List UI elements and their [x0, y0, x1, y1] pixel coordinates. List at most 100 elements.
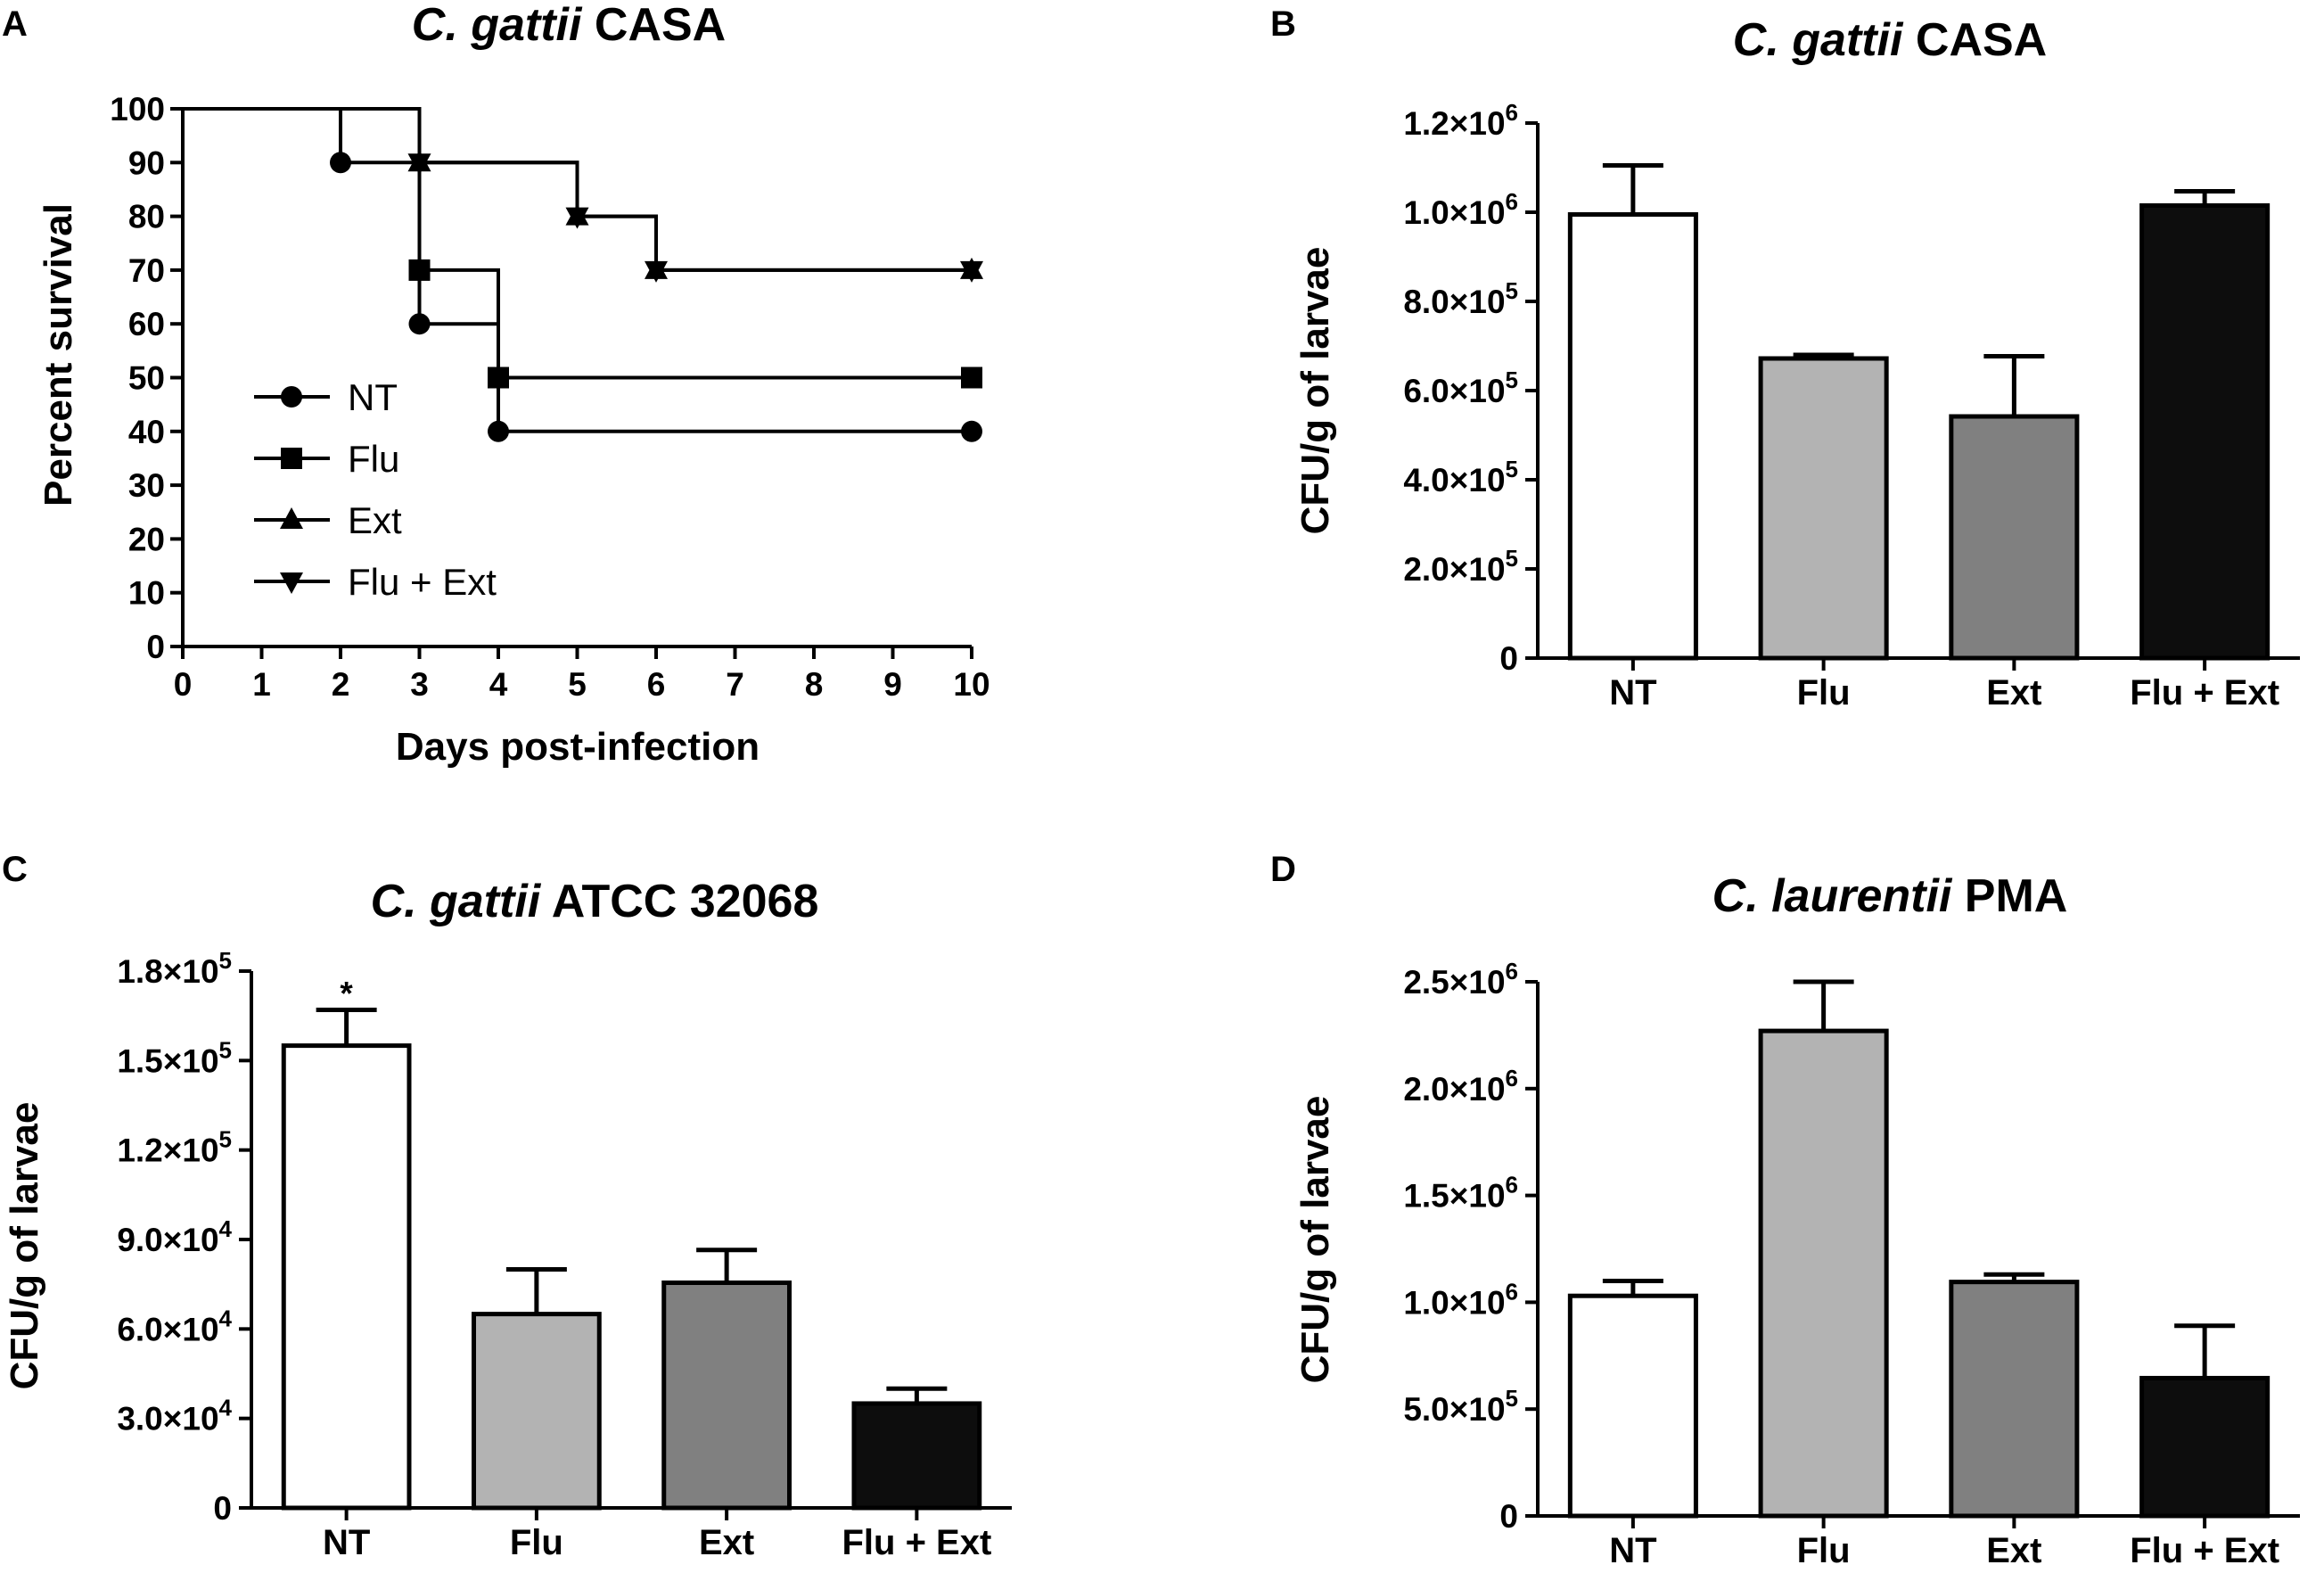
panel-d-bar-nt — [1567, 1293, 1698, 1519]
panel-d-ytick-label-1500000: 1.5×106 — [1403, 1172, 1518, 1215]
panel-a-xtick-label-7: 7 — [726, 666, 744, 703]
panel-b-bar-nt — [1567, 212, 1698, 661]
panel-b-category-label-ext: Ext — [1986, 673, 2041, 712]
panel-d-bar-flu-ext — [2139, 1375, 2271, 1519]
legend-marker-ext — [280, 507, 303, 529]
panel-c-plot: 0 3.0×104 6.0×104 9.0×104 1.2×105 1.5×105 1.8×… — [117, 947, 1012, 1562]
panel-d-ytick-label-2000000: 2.0×106 — [1403, 1065, 1518, 1108]
panel-b-ytick-label-1000000: 1.0×106 — [1403, 188, 1518, 231]
panel-c-ytick-label-120000: 1.2×105 — [117, 1126, 232, 1169]
panel-a-marker-flu — [408, 259, 431, 281]
panel-label-b: B — [1270, 4, 1296, 44]
panel-a-marker-nt — [961, 420, 982, 442]
panel-a-ytick-label-60: 60 — [128, 306, 165, 342]
panel-b-ytick-label-400000: 4.0×105 — [1403, 456, 1518, 498]
panel-b-ytick-label-600000: 6.0×105 — [1403, 366, 1518, 409]
panel-label-a: A — [2, 4, 28, 44]
panel-b-category-label-flu-ext: Flu + Ext — [2130, 673, 2279, 712]
panel-c-bar-ext — [661, 1280, 792, 1511]
panel-a-marker-flu-ext — [565, 207, 589, 229]
panel-a-ytick-label-20: 20 — [128, 521, 165, 557]
panel-a-xtick-label-1: 1 — [252, 666, 271, 703]
panel-a-marker-flu — [961, 366, 982, 389]
panel-b-category-label-flu: Flu — [1797, 673, 1851, 712]
panel-c-bar-flu-ext — [851, 1401, 982, 1511]
panel-a-xtick-label-2: 2 — [332, 666, 350, 703]
legend-label-flu-ext: Flu + Ext — [348, 561, 497, 603]
legend-marker-flu — [281, 448, 302, 469]
panel-c-ytick-label-30000: 3.0×104 — [117, 1395, 232, 1437]
panel-d-bar-chart: D C. laurentii PMA CFU/g of larvae 0 5.0×… — [1270, 850, 2300, 1570]
panel-d-ylabel: CFU/g of larvae — [1293, 1096, 1337, 1384]
legend-label-nt: NT — [348, 376, 398, 418]
panel-a-series — [183, 107, 983, 442]
panel-a-title: C. gattii CASA — [412, 0, 726, 51]
panel-a-marker-nt — [408, 313, 431, 335]
panel-d-title: C. laurentii PMA — [1712, 870, 2068, 922]
panel-a-xlabel: Days post-infection — [396, 725, 760, 769]
panel-a-marker-flu-ext — [407, 153, 431, 176]
panel-a-xtick-label-9: 9 — [883, 666, 902, 703]
panel-d-ytick-label-500000: 5.0×105 — [1403, 1385, 1518, 1428]
panel-c-annotation-nt: * — [340, 975, 353, 1011]
panel-a-xtick-label-6: 6 — [647, 666, 666, 703]
panel-a-ytick-label-40: 40 — [128, 414, 165, 450]
panel-b-bar-ext — [1949, 414, 2080, 661]
panel-a-ylabel: Percent survival — [37, 203, 80, 506]
panel-a-ytick-label-80: 80 — [128, 199, 165, 235]
panel-label-c: C — [2, 850, 28, 889]
panel-d-category-label-flu: Flu — [1797, 1531, 1851, 1570]
panel-a-marker-flu-ext — [645, 260, 668, 283]
panel-a-ytick-label-10: 10 — [128, 575, 165, 612]
panel-b-bar-flu — [1758, 356, 1889, 661]
panel-a-xtick-label-5: 5 — [568, 666, 587, 703]
panel-b-ytick-label-1200000: 1.2×106 — [1403, 99, 1518, 142]
panel-c-ytick-label-180000: 1.8×105 — [117, 947, 232, 990]
panel-a-survival-chart: A C. gattii CASA Days post-infection Per… — [2, 0, 990, 769]
panel-b-ytick-label-200000: 2.0×105 — [1403, 545, 1518, 588]
panel-a-ytick-label-50: 50 — [128, 360, 165, 397]
panel-c-category-label-flu-ext: Flu + Ext — [842, 1523, 991, 1562]
panel-c-ytick-label-150000: 1.5×105 — [117, 1036, 232, 1079]
panel-b-bar-chart: B C. gattii CASA CFU/g of larvae 0 2.0×10… — [1270, 4, 2300, 712]
legend-marker-flu-ext — [280, 572, 303, 594]
panel-a-xtick-label-0: 0 — [174, 666, 193, 703]
panel-d-bar-ext — [1949, 1280, 2080, 1519]
panel-a-axes: 0 10 20 30 40 50 60 70 80 90 100 0 1 2 3 4 5 6 7 8 9 10 — [110, 91, 990, 703]
panel-c-ytick-label-90000: 9.0×104 — [117, 1215, 232, 1258]
panel-d-ytick-label-2500000: 2.5×106 — [1403, 958, 1518, 1001]
panel-c-title: C. gattii ATCC 32068 — [371, 876, 819, 927]
panel-a-marker-nt — [330, 152, 351, 174]
legend-label-ext: Ext — [348, 499, 402, 541]
panel-d-ytick-label-0: 0 — [1499, 1498, 1518, 1535]
panel-a-ytick-label-90: 90 — [128, 144, 165, 181]
panel-c-ytick-label-0: 0 — [213, 1490, 232, 1527]
panel-b-ytick-label-800000: 8.0×105 — [1403, 277, 1518, 320]
panel-a-line-flu-ext — [183, 107, 972, 272]
panel-c-bar-chart: C C. gattii ATCC 32068 CFU/g of larvae 0… — [2, 850, 1012, 1562]
panel-c-category-label-nt: NT — [323, 1523, 370, 1562]
panel-c-category-label-ext: Ext — [699, 1523, 754, 1562]
panel-a-xtick-label-3: 3 — [410, 666, 429, 703]
panel-a-ytick-label-0: 0 — [146, 629, 165, 665]
panel-a-xtick-label-4: 4 — [489, 666, 508, 703]
panel-a-legend: NT Flu Ext Flu + Ext — [254, 376, 497, 603]
panel-c-ylabel: CFU/g of larvae — [3, 1102, 46, 1390]
legend-label-flu: Flu — [348, 438, 399, 480]
panel-d-plot: 0 5.0×105 1.0×106 1.5×106 2.0×106 2.5×106 NT Fl… — [1403, 958, 2300, 1570]
panel-b-title: C. gattii CASA — [1733, 14, 2047, 66]
panel-a-ytick-label-100: 100 — [110, 91, 165, 128]
panel-d-category-label-flu-ext: Flu + Ext — [2130, 1531, 2279, 1570]
panel-d-bar-flu — [1758, 1028, 1889, 1519]
panel-b-ytick-label-0: 0 — [1499, 640, 1518, 677]
panel-c-bar-flu — [472, 1312, 602, 1511]
panel-d-category-label-nt: NT — [1609, 1531, 1656, 1570]
panel-c-bar-nt — [281, 1043, 412, 1511]
panel-c-category-label-flu: Flu — [510, 1523, 563, 1562]
panel-a-marker-flu-ext — [960, 260, 983, 283]
panel-b-category-label-nt: NT — [1609, 673, 1656, 712]
panel-b-bar-flu-ext — [2139, 203, 2271, 661]
panel-a-line-flu — [183, 107, 972, 380]
panel-a-ytick-label-70: 70 — [128, 252, 165, 289]
